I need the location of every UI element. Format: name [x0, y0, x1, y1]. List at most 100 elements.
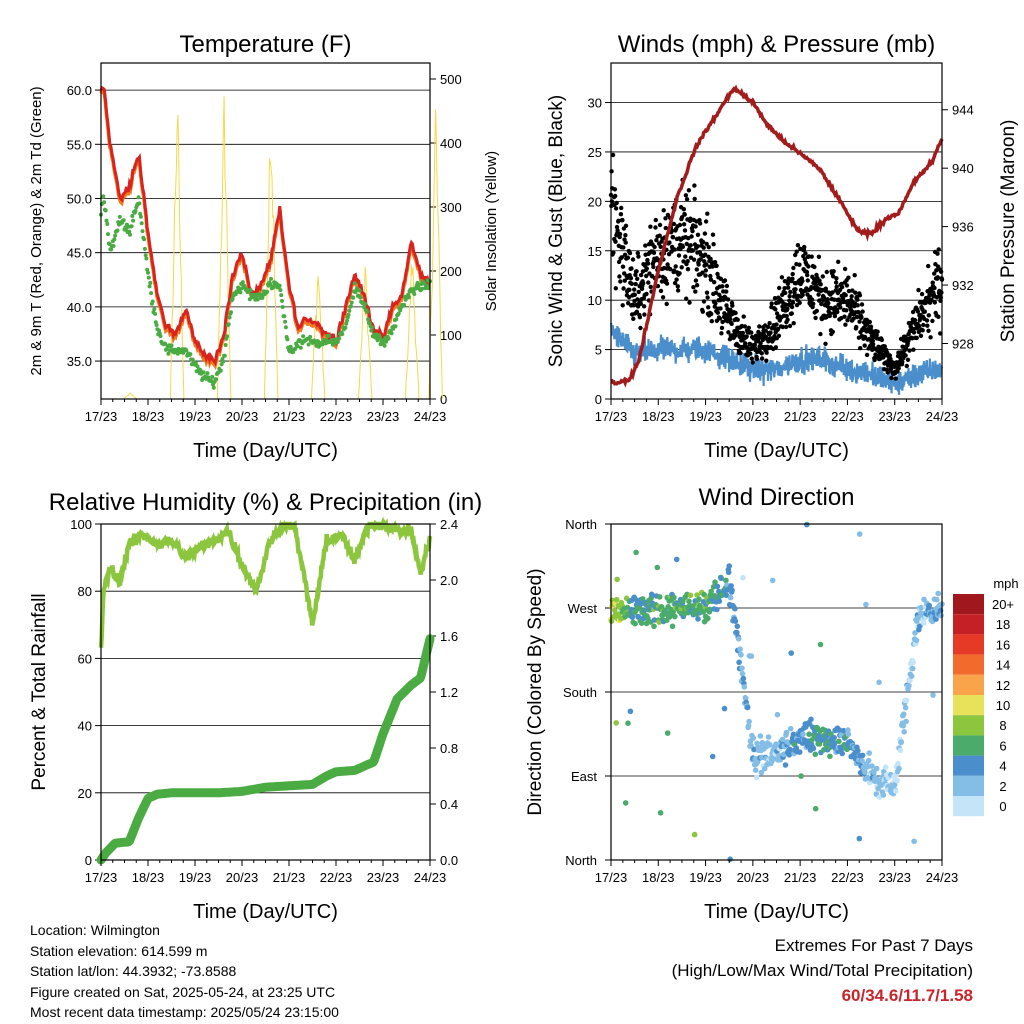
gust-point	[614, 200, 619, 206]
gust-point	[773, 307, 778, 312]
direction-point	[754, 759, 761, 765]
gust-point	[690, 228, 695, 234]
gust-point	[680, 244, 686, 249]
gust-point	[788, 289, 793, 295]
humidity-ytick-label: 0	[85, 853, 92, 868]
dewpoint-point	[150, 299, 155, 304]
legend-label: 2	[999, 779, 1006, 794]
gust-point	[816, 254, 822, 259]
direction-point	[735, 636, 742, 642]
direction-point	[761, 765, 768, 772]
direction-point	[634, 597, 640, 604]
gust-point	[692, 196, 697, 202]
direction-point	[856, 531, 863, 537]
dewpoint-point	[109, 247, 114, 252]
direction-point	[741, 684, 748, 690]
gust-point	[683, 254, 688, 259]
gust-point	[774, 311, 780, 316]
gust-point	[648, 284, 653, 290]
station-info: Location: Wilmington Station elevation: …	[30, 920, 339, 1023]
gust-point	[919, 291, 925, 297]
legend-label: 14	[996, 658, 1010, 673]
gust-point	[784, 313, 789, 319]
gust-point	[714, 318, 720, 323]
direction-point	[613, 720, 619, 726]
direction-point	[671, 594, 677, 601]
direction-point	[739, 670, 746, 677]
gust-point	[724, 303, 729, 308]
temperature-xtick-label: 21/23	[273, 409, 306, 424]
direction-ylabel: Direction (Colored By Speed)	[525, 568, 546, 815]
gust-point	[830, 290, 835, 295]
gust-point	[825, 297, 830, 302]
direction-point	[632, 620, 638, 627]
direction-point	[654, 564, 661, 571]
winds-y2tick-label: 940	[952, 161, 974, 176]
gust-point	[702, 259, 707, 264]
gust-point	[758, 341, 763, 346]
gust-point	[733, 310, 738, 316]
direction-point	[800, 731, 806, 737]
legend-swatch	[953, 715, 984, 736]
dewpoint-point	[148, 280, 153, 285]
gust-point	[834, 284, 839, 289]
gust-point	[764, 358, 769, 363]
gust-point	[854, 324, 859, 330]
direction-point	[839, 750, 845, 757]
direction-point	[729, 587, 735, 594]
gust-point	[806, 264, 811, 269]
direction-point	[900, 723, 906, 729]
gust-point	[677, 271, 682, 276]
gust-point	[844, 308, 849, 313]
gust-point	[673, 264, 678, 269]
direction-point	[673, 556, 680, 563]
dewpoint-point	[115, 228, 120, 233]
direction-point	[746, 718, 752, 725]
direction-point	[876, 679, 882, 686]
gust-point	[835, 309, 840, 315]
gust-point	[618, 212, 624, 217]
gust-point	[706, 245, 711, 250]
gust-point	[703, 273, 708, 278]
gust-point	[809, 297, 815, 302]
dewpoint-point	[188, 352, 193, 357]
dewpoint-point	[402, 302, 407, 307]
gust-point	[715, 310, 720, 315]
gust-point	[690, 248, 695, 253]
gust-point	[644, 266, 649, 271]
gust-point	[644, 291, 649, 297]
direction-point	[714, 583, 721, 590]
dewpoint-point	[326, 333, 331, 338]
direction-point	[686, 598, 692, 605]
direction-title: Wind Direction	[698, 484, 854, 511]
winds-ytick-label: 15	[588, 244, 602, 259]
gust-point	[712, 260, 718, 265]
direction-point	[669, 623, 676, 630]
gust-point	[632, 287, 637, 292]
direction-point	[787, 725, 794, 732]
gust-point	[842, 266, 848, 272]
dewpoint-point	[130, 214, 135, 218]
gust-point	[733, 333, 738, 338]
direction-point	[866, 750, 872, 756]
gust-point	[896, 366, 901, 371]
gust-point	[661, 208, 666, 213]
dewpoint-point	[346, 312, 351, 317]
created-text: Figure created on Sat, 2025-05-24, at 23…	[30, 983, 336, 1000]
elevation-text: Station elevation: 614.599 m	[30, 942, 208, 959]
gust-point	[789, 304, 795, 310]
direction-point	[769, 577, 776, 584]
sonic-wind-line	[609, 322, 944, 395]
direction-point	[672, 613, 678, 620]
gust-point	[813, 315, 818, 321]
direction-point	[613, 596, 620, 603]
gust-point	[911, 347, 916, 352]
humidity-y2tick-label: 2.4	[440, 517, 458, 532]
gust-point	[838, 305, 843, 310]
winds-xtick-label: 18/23	[642, 409, 675, 424]
gust-point	[710, 264, 715, 269]
gust-point	[789, 311, 794, 316]
gust-point	[862, 334, 868, 340]
direction-point	[627, 708, 634, 715]
direction-point	[774, 711, 781, 718]
